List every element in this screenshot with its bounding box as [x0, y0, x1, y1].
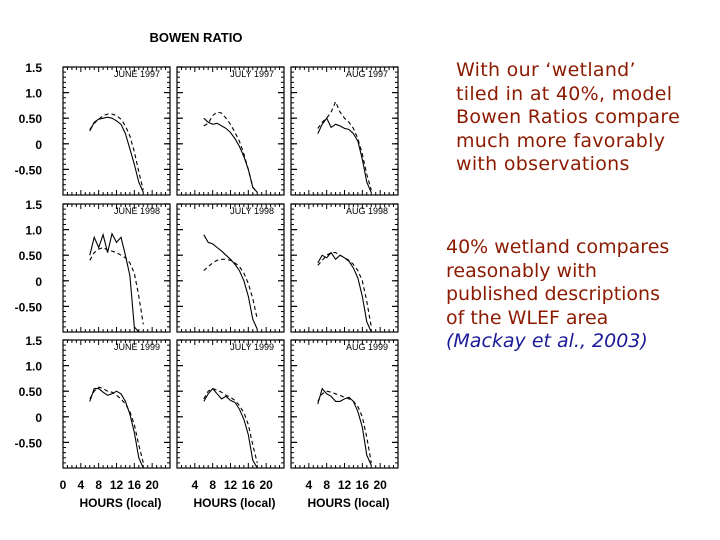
chart-panel: AUG 1997 [290, 66, 399, 196]
y-tick-label: 0.50 [19, 385, 43, 399]
solid-series-line [203, 117, 258, 193]
panel-frame [290, 203, 399, 333]
x-tick-label: 4 [191, 478, 198, 492]
x-tick-label: 12 [338, 478, 352, 492]
x-tick-label: 8 [323, 478, 330, 492]
chart-panel: AUG 1999 [290, 339, 399, 469]
chart-panel: JULY 1997 [176, 66, 285, 196]
note2-citation: (Mackay et al., 2003) [446, 330, 648, 352]
x-tick-label: 20 [373, 478, 387, 492]
panel-label: JULY 1997 [230, 69, 274, 79]
note1-line-1: With our ‘wetland’ [456, 59, 636, 81]
y-tick-label: 0.50 [19, 249, 43, 263]
x-axis-title: HOURS (local) [307, 496, 389, 510]
note2-line-3: published descriptions [446, 283, 660, 305]
x-tick-label: 16 [242, 478, 256, 492]
dashed-series-line [317, 100, 372, 191]
panel-frame [62, 203, 171, 333]
y-tick-label: 0 [35, 275, 42, 289]
chart-panel: JUNE 1998 1.5 1.0 0.50 0 -0.50 [15, 198, 171, 333]
note2-line-2: reasonably with [446, 259, 597, 282]
dashed-series-line [89, 113, 144, 191]
panel-label: AUG 1999 [346, 342, 388, 352]
panel-frame [290, 66, 399, 196]
y-tick-label: 1.5 [25, 198, 42, 212]
chart-panel: JULY 1999 [176, 339, 285, 469]
panel-frame [62, 339, 171, 469]
y-tick-label: -0.50 [15, 163, 43, 177]
note-wlef-comparison: 40% wetland compares reasonably with pub… [446, 236, 669, 354]
x-tick-label: 16 [356, 478, 370, 492]
x-tick-label: 8 [209, 478, 216, 492]
dashed-series-line [317, 252, 372, 327]
solid-series-line [89, 116, 144, 193]
solid-series-line [89, 232, 144, 333]
panel-label: JUNE 1999 [114, 342, 160, 352]
y-tick-label: -0.50 [15, 436, 43, 450]
panel-frame [176, 339, 285, 469]
x-tick-label: 20 [145, 478, 159, 492]
solid-series-line [317, 117, 372, 193]
solid-series-line [317, 387, 372, 466]
note2-line-4: of the WLEF area [446, 306, 609, 329]
note-wetland-tiling: With our ‘wetland’ tiled in at 40%, mode… [456, 59, 680, 177]
x-tick-label: 0 [60, 478, 67, 492]
x-tick-label: 16 [128, 478, 142, 492]
note1-line-3: Bowen Ratios compare [456, 106, 681, 128]
panel-label: JULY 1999 [230, 342, 274, 352]
chart-panels: JUNE 1997 1.5 1.0 0.50 0 -0.50 JULY 1997 AUG 19… [15, 61, 399, 469]
dashed-series-line [203, 111, 258, 193]
y-tick-label: 1.5 [25, 334, 42, 348]
panel-frame [176, 203, 285, 333]
figure-title: BOWEN RATIO [150, 30, 243, 45]
panel-label: AUG 1998 [346, 206, 388, 216]
y-tick-label: 0 [35, 138, 42, 152]
panel-frame [290, 339, 399, 469]
y-tick-label: 0.50 [19, 112, 43, 126]
y-tick-label: 1.0 [25, 87, 42, 101]
x-tick-label: 12 [110, 478, 124, 492]
chart-panel: JUNE 1997 1.5 1.0 0.50 0 -0.50 [15, 61, 171, 196]
x-tick-label: 4 [305, 478, 312, 492]
panel-frame [62, 66, 171, 196]
dashed-series-line [89, 246, 144, 325]
x-tick-label: 8 [95, 478, 102, 492]
y-tick-label: -0.50 [15, 300, 43, 314]
chart-panel: AUG 1998 [290, 203, 399, 333]
x-tick-label: 4 [77, 478, 84, 492]
panel-label: JULY 1998 [230, 206, 274, 216]
panel-frame [176, 66, 285, 196]
note1-line-5: with observations [456, 153, 630, 175]
y-tick-label: 1.0 [25, 360, 42, 374]
dashed-series-line [203, 258, 258, 320]
solid-series-line [89, 388, 144, 469]
chart-panel: JULY 1998 [176, 203, 285, 333]
y-tick-label: 1.5 [25, 61, 42, 75]
x-axis-title: HOURS (local) [193, 496, 275, 510]
x-axis-title: HOURS (local) [79, 496, 161, 510]
panel-label: JUNE 1998 [114, 206, 160, 216]
note1-line-2: tiled in at 40%, model [456, 82, 673, 105]
y-tick-label: 0 [35, 411, 42, 425]
note2-line-1: 40% wetland compares [446, 236, 670, 258]
bowen-ratio-figure: BOWEN RATIO JUNE 1997 1.5 1.0 0.50 0 -0.50 JUL… [15, 30, 399, 510]
x-tick-label: 12 [224, 478, 238, 492]
note1-line-4: much more favorably [456, 129, 666, 152]
dashed-series-line [89, 386, 144, 464]
solid-series-line [203, 234, 258, 330]
panel-label: AUG 1997 [346, 69, 388, 79]
chart-panel: JUNE 1999 1.5 1.0 0.50 0 -0.50 [15, 334, 171, 469]
solid-series-line [317, 251, 372, 333]
panel-label: JUNE 1997 [114, 69, 160, 79]
dashed-series-line [203, 387, 258, 464]
x-tick-label: 20 [259, 478, 273, 492]
y-tick-label: 1.0 [25, 224, 42, 238]
dashed-series-line [317, 390, 372, 463]
